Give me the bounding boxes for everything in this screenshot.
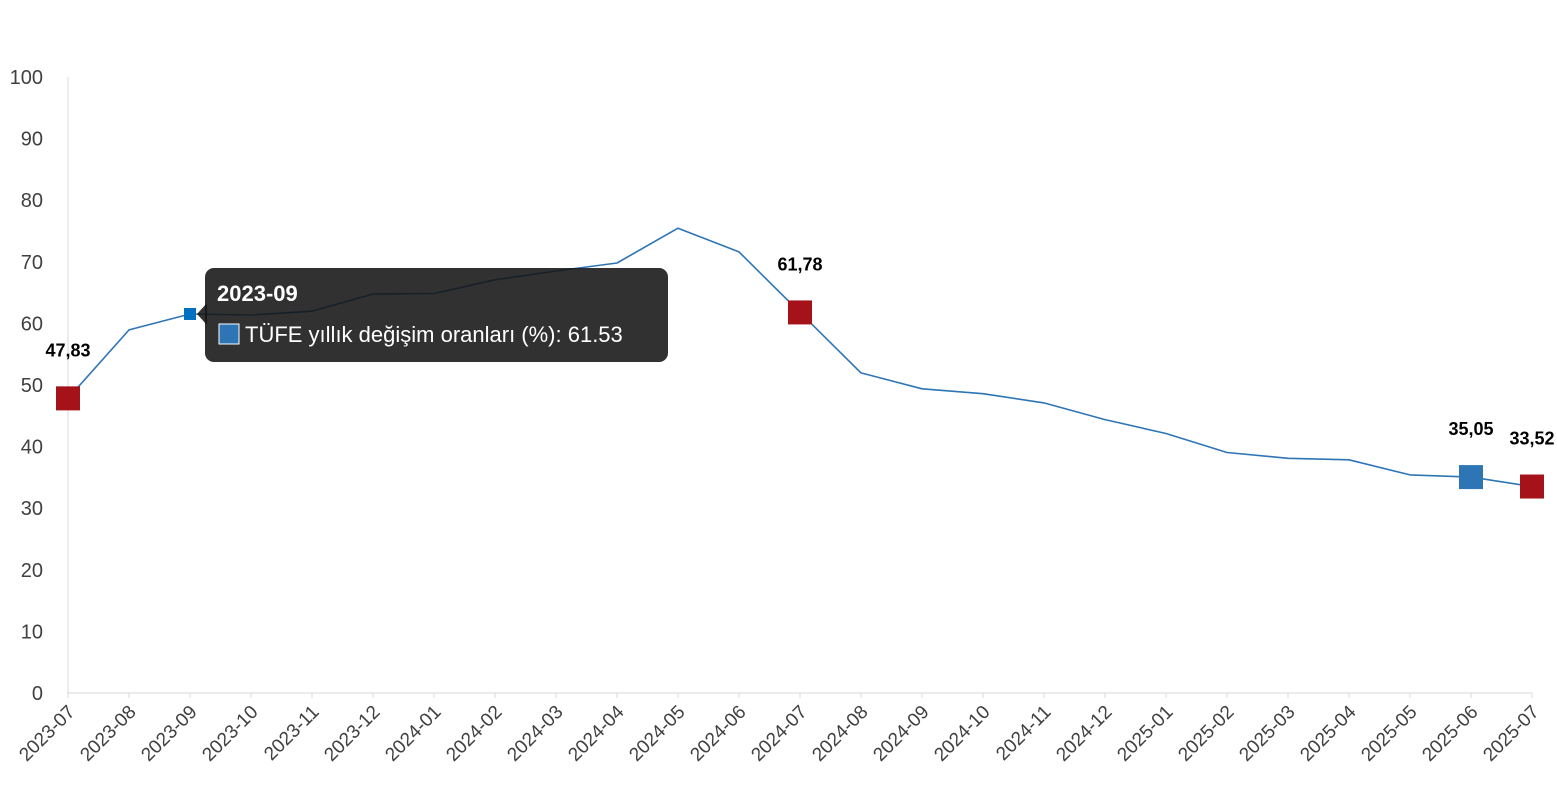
data-label: 33,52	[1509, 429, 1554, 449]
x-tick-label: 2024-12	[1052, 702, 1116, 766]
data-point	[859, 371, 863, 375]
y-tick-label: 90	[21, 129, 43, 151]
x-tick-label: 2024-01	[381, 702, 445, 766]
data-label: 61,78	[777, 254, 822, 274]
data-point	[127, 328, 131, 332]
data-point	[1225, 450, 1229, 454]
x-tick-label: 2024-02	[442, 702, 506, 766]
data-point	[1286, 456, 1290, 460]
x-tick-label: 2024-07	[747, 702, 811, 766]
x-tick-label: 2023-08	[76, 702, 140, 766]
y-tick-label: 40	[21, 437, 43, 459]
data-point	[737, 250, 741, 254]
x-tick-label: 2025-06	[1418, 702, 1482, 766]
x-tick-label: 2024-10	[930, 702, 994, 766]
y-tick-label: 100	[10, 67, 43, 89]
x-tick-label: 2023-09	[137, 702, 201, 766]
data-point	[1164, 432, 1168, 436]
x-tick-label: 2025-05	[1357, 702, 1421, 766]
data-point	[676, 226, 680, 230]
x-tick-label: 2024-03	[503, 702, 567, 766]
x-tick-label: 2025-02	[1174, 702, 1238, 766]
y-tick-label: 60	[21, 313, 43, 335]
y-tick-label: 0	[32, 683, 43, 705]
hover-marker	[184, 307, 196, 320]
x-tick-label: 2024-06	[686, 702, 750, 766]
highlight-marker	[1520, 474, 1544, 499]
data-label: 47,83	[45, 340, 90, 360]
data-point	[920, 387, 924, 391]
x-tick-label: 2024-11	[992, 702, 1055, 765]
highlight-marker	[1459, 465, 1483, 490]
x-tick-label: 2023-12	[320, 702, 384, 766]
y-tick-label: 70	[21, 252, 43, 274]
x-tick-label: 2025-04	[1296, 701, 1360, 765]
y-tick-label: 20	[21, 560, 43, 582]
data-point	[1042, 401, 1046, 405]
x-tick-label: 2025-03	[1235, 702, 1299, 766]
data-label: 35,05	[1448, 419, 1493, 439]
tooltip-pointer	[197, 302, 207, 325]
x-tick-label: 2025-07	[1479, 702, 1543, 766]
x-tick-label: 2024-09	[869, 702, 933, 766]
highlight-marker	[788, 300, 812, 325]
data-point	[1408, 473, 1412, 477]
highlight-marker	[56, 386, 80, 411]
data-point	[615, 261, 619, 265]
x-tick-label: 2025-01	[1113, 702, 1177, 766]
x-tick-label: 2023-11	[260, 702, 323, 765]
x-tick-label: 2024-05	[625, 702, 689, 766]
tooltip-swatch	[218, 323, 240, 345]
x-tick-label: 2024-08	[808, 702, 872, 766]
data-point	[1347, 458, 1351, 462]
x-tick-label: 2024-04	[564, 701, 628, 765]
tooltip-title: 2023-09	[217, 281, 298, 306]
data-point	[981, 392, 985, 396]
x-tick-label: 2023-10	[198, 702, 262, 766]
data-point	[1103, 418, 1107, 422]
y-tick-label: 80	[21, 190, 43, 212]
tooltip-box	[205, 268, 668, 362]
y-tick-label: 50	[21, 375, 43, 397]
y-tick-label: 10	[21, 621, 43, 643]
tooltip-text: TÜFE yıllık değişim oranları (%): 61.53	[245, 322, 623, 347]
x-tick-label: 2023-07	[15, 702, 79, 766]
y-tick-label: 30	[21, 498, 43, 520]
